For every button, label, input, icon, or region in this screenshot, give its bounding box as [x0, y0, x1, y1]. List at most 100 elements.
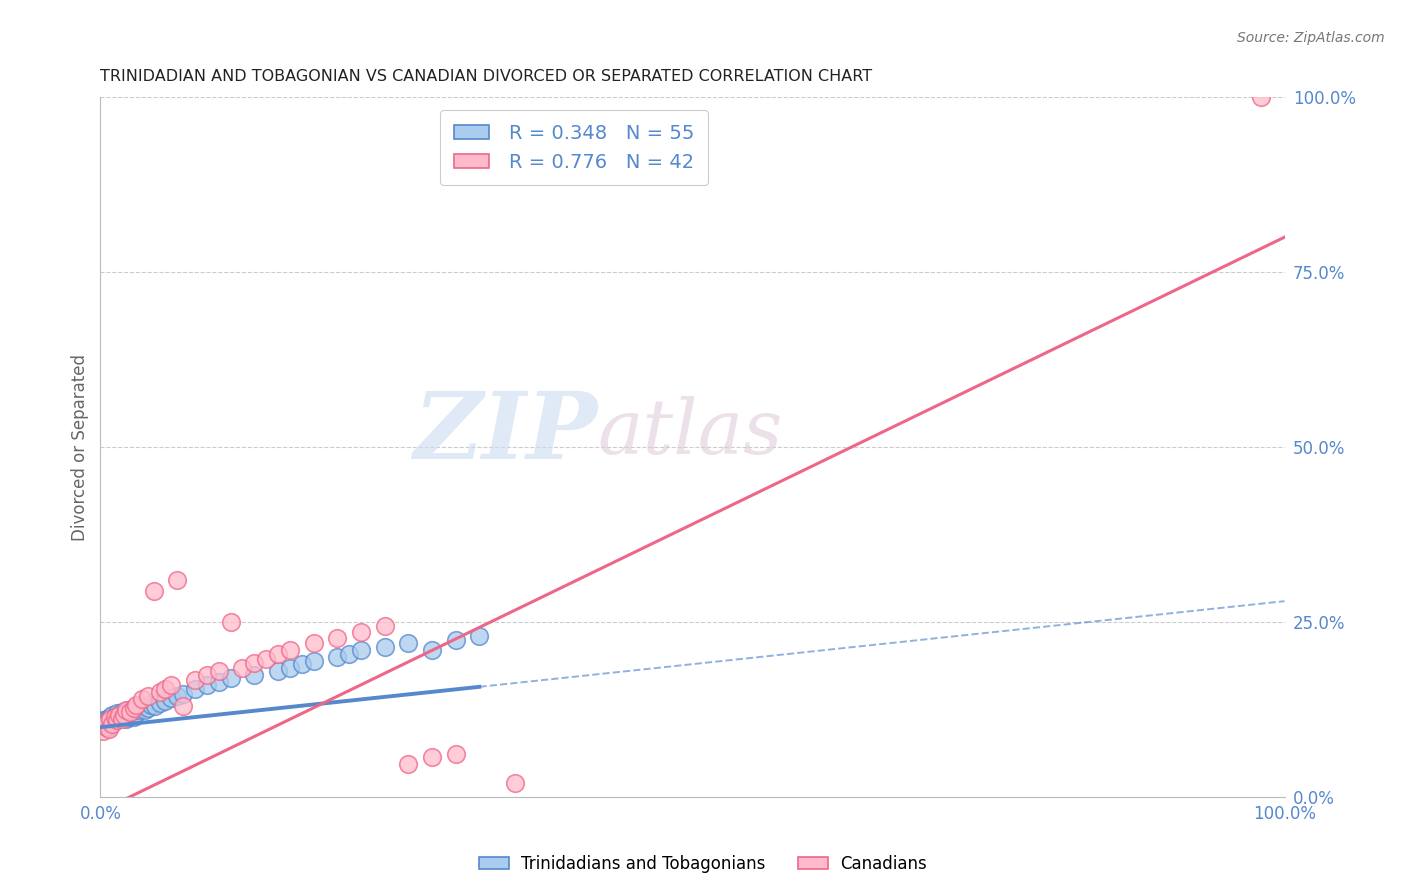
Point	[100, 714, 122, 729]
Point	[160, 690, 183, 705]
Point	[98, 712, 121, 726]
Point	[396, 756, 419, 771]
Point	[420, 749, 443, 764]
Point	[444, 632, 467, 647]
Point	[278, 660, 301, 674]
Point	[112, 707, 135, 722]
Point	[98, 709, 121, 723]
Point	[166, 573, 188, 587]
Point	[136, 700, 159, 714]
Point	[111, 709, 134, 723]
Point	[396, 636, 419, 650]
Point	[208, 674, 231, 689]
Text: atlas: atlas	[598, 396, 783, 470]
Point	[105, 706, 128, 720]
Legend: R = 0.348   N = 55, R = 0.776   N = 42: R = 0.348 N = 55, R = 0.776 N = 42	[440, 111, 707, 186]
Point	[103, 712, 125, 726]
Point	[148, 696, 170, 710]
Point	[278, 643, 301, 657]
Point	[254, 651, 277, 665]
Point	[195, 678, 218, 692]
Point	[111, 712, 134, 726]
Point	[125, 706, 148, 720]
Point	[350, 643, 373, 657]
Point	[91, 713, 114, 727]
Point	[120, 707, 142, 722]
Point	[503, 776, 526, 790]
Point	[141, 698, 163, 712]
Point	[115, 712, 138, 726]
Point	[103, 709, 125, 723]
Legend: Trinidadians and Tobagonians, Canadians: Trinidadians and Tobagonians, Canadians	[472, 848, 934, 880]
Text: TRINIDADIAN AND TOBAGONIAN VS CANADIAN DIVORCED OR SEPARATED CORRELATION CHART: TRINIDADIAN AND TOBAGONIAN VS CANADIAN D…	[100, 69, 873, 84]
Point	[103, 709, 125, 723]
Point	[172, 687, 194, 701]
Point	[94, 716, 117, 731]
Point	[122, 700, 145, 714]
Point	[136, 689, 159, 703]
Point	[125, 698, 148, 712]
Point	[166, 689, 188, 703]
Point	[184, 681, 207, 696]
Point	[337, 647, 360, 661]
Point	[118, 709, 141, 723]
Point	[134, 703, 156, 717]
Point	[91, 723, 114, 738]
Point	[107, 712, 129, 726]
Point	[148, 685, 170, 699]
Point	[131, 699, 153, 714]
Point	[160, 678, 183, 692]
Point	[112, 707, 135, 722]
Point	[155, 693, 177, 707]
Point	[96, 714, 118, 729]
Point	[326, 631, 349, 645]
Point	[208, 664, 231, 678]
Point	[111, 705, 134, 719]
Point	[420, 643, 443, 657]
Point	[110, 707, 132, 722]
Point	[96, 714, 118, 729]
Point	[105, 713, 128, 727]
Point	[155, 681, 177, 696]
Point	[142, 583, 165, 598]
Point	[1250, 90, 1272, 104]
Point	[94, 716, 117, 731]
Point	[172, 699, 194, 714]
Point	[118, 705, 141, 719]
Point	[118, 706, 141, 720]
Point	[267, 648, 290, 662]
Point	[104, 713, 127, 727]
Point	[96, 720, 118, 734]
Point	[101, 707, 124, 722]
Point	[96, 712, 118, 726]
Point	[243, 656, 266, 670]
Point	[114, 706, 136, 720]
Text: ZIP: ZIP	[413, 388, 598, 478]
Point	[97, 720, 120, 734]
Point	[326, 650, 349, 665]
Point	[108, 707, 131, 722]
Point	[302, 636, 325, 650]
Point	[121, 705, 143, 719]
Point	[143, 699, 166, 714]
Point	[219, 671, 242, 685]
Point	[302, 654, 325, 668]
Point	[374, 619, 396, 633]
Point	[374, 640, 396, 654]
Point	[468, 629, 491, 643]
Point	[115, 703, 138, 717]
Point	[97, 722, 120, 736]
Point	[122, 709, 145, 723]
Point	[444, 747, 467, 761]
Point	[243, 667, 266, 681]
Point	[219, 615, 242, 629]
Point	[195, 667, 218, 681]
Text: Source: ZipAtlas.com: Source: ZipAtlas.com	[1237, 31, 1385, 45]
Y-axis label: Divorced or Separated: Divorced or Separated	[72, 353, 89, 541]
Point	[127, 703, 149, 717]
Point	[108, 709, 131, 723]
Point	[117, 703, 139, 717]
Point	[291, 657, 314, 672]
Point	[131, 692, 153, 706]
Point	[267, 664, 290, 678]
